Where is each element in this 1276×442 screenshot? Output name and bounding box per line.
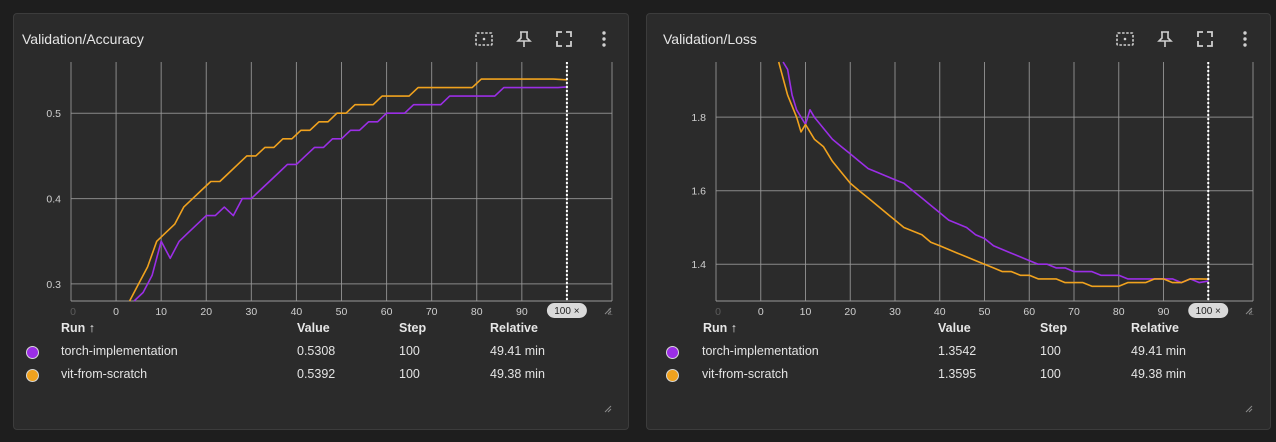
card-title: Validation/Accuracy	[22, 31, 144, 47]
run-step: 100	[399, 344, 420, 358]
run-relative: 49.41 min	[490, 344, 545, 358]
run-relative: 49.38 min	[490, 367, 545, 381]
col-relative[interactable]: Relative	[1131, 321, 1179, 335]
x-tick-label: 10	[155, 306, 167, 318]
col-value[interactable]: Value	[938, 321, 971, 335]
fullscreen-icon[interactable]	[553, 28, 575, 50]
x-tick-label: 40	[291, 306, 303, 318]
series-line-vit-from-scratch	[128, 78, 567, 302]
loss-chart[interactable]: 1.41.61.8010203040506070809001100 ×	[647, 58, 1261, 328]
x-tick-label: 10	[800, 306, 812, 318]
series-line-torch-implementation	[782, 61, 1209, 284]
run-name: torch-implementation	[702, 344, 819, 358]
col-step[interactable]: Step	[399, 321, 427, 335]
loss-card: Validation/Loss 1.4 1.6 1.8 0 10 20 30 40 50 60 70…	[646, 13, 1271, 430]
run-name: vit-from-scratch	[702, 367, 789, 381]
run-step: 100	[1040, 344, 1061, 358]
x-tick-label: 30	[245, 306, 257, 318]
x-tick-label: 20	[200, 306, 212, 318]
run-value: 0.5308	[297, 344, 336, 358]
run-name: torch-implementation	[61, 344, 178, 358]
y-tick-label: 1.6	[691, 186, 706, 198]
chart-resize-handle[interactable]	[604, 307, 612, 315]
x-tick-label: 80	[1113, 306, 1125, 318]
x-tick-label: 30	[889, 306, 901, 318]
x-tick-label: 70	[426, 306, 438, 318]
series-line-torch-implementation	[133, 86, 567, 302]
accuracy-chart[interactable]: 0.30.40.5010203040506070809001100 ×	[14, 58, 628, 328]
col-step[interactable]: Step	[1040, 321, 1068, 335]
x-tick-label: 20	[844, 306, 856, 318]
step-marker-badge	[546, 303, 587, 318]
step-marker-badge	[1188, 303, 1229, 318]
y-tick-label: 0.3	[46, 279, 61, 291]
run-name: vit-from-scratch	[61, 367, 148, 381]
table-resize-handle[interactable]	[1245, 405, 1253, 413]
pin-icon[interactable]	[513, 28, 535, 50]
run-color-dot[interactable]	[666, 346, 679, 359]
y-tick-label: 0.4	[46, 194, 61, 206]
run-color-dot[interactable]	[666, 369, 679, 382]
x-tick-label: 50	[336, 306, 348, 318]
run-value: 1.3595	[938, 367, 977, 381]
more-vert-icon[interactable]	[593, 28, 615, 50]
x-tick-label: 90	[516, 306, 528, 318]
x-tick-label: 0	[758, 306, 764, 318]
run-color-dot[interactable]	[26, 346, 39, 359]
pin-icon[interactable]	[1154, 28, 1176, 50]
more-vert-icon[interactable]	[1234, 28, 1256, 50]
chart-resize-handle[interactable]	[1245, 307, 1253, 315]
x-tick-label: 80	[471, 306, 483, 318]
y-tick-label: 1.8	[691, 112, 706, 124]
run-value: 0.5392	[297, 367, 336, 381]
x-tick-label: 40	[934, 306, 946, 318]
card-title: Validation/Loss	[663, 31, 757, 47]
col-run[interactable]: Run ↑	[61, 321, 96, 335]
fit-domain-icon[interactable]	[1114, 28, 1136, 50]
col-run[interactable]: Run ↑	[703, 321, 738, 335]
x-tick-label: 70	[1068, 306, 1080, 318]
run-step: 100	[399, 367, 420, 381]
x-tick-label: 50	[979, 306, 991, 318]
run-relative: 49.41 min	[1131, 344, 1186, 358]
step-marker-label: 100 ×	[1196, 306, 1221, 317]
x-tick-label-clipped: 0	[70, 306, 76, 318]
step-marker-label: 100 ×	[554, 306, 579, 317]
x-tick-label: 0	[113, 306, 119, 318]
series-line-vit-from-scratch	[777, 61, 1209, 288]
fullscreen-icon[interactable]	[1194, 28, 1216, 50]
run-step: 100	[1040, 367, 1061, 381]
run-color-dot[interactable]	[26, 369, 39, 382]
x-tick-label-clipped: 0	[715, 306, 721, 318]
x-tick-label: 60	[1023, 306, 1035, 318]
accuracy-card: Validation/Accuracy 0.3 0.4 0.5 0 10 20 30 40 50…	[13, 13, 629, 430]
run-relative: 49.38 min	[1131, 367, 1186, 381]
run-value: 1.3542	[938, 344, 977, 358]
table-resize-handle[interactable]	[604, 405, 612, 413]
x-tick-label: 60	[381, 306, 393, 318]
fit-domain-icon[interactable]	[473, 28, 495, 50]
col-value[interactable]: Value	[297, 321, 330, 335]
col-relative[interactable]: Relative	[490, 321, 538, 335]
y-tick-label: 1.4	[691, 259, 706, 271]
x-tick-label: 90	[1158, 306, 1170, 318]
y-tick-label: 0.5	[46, 108, 61, 120]
